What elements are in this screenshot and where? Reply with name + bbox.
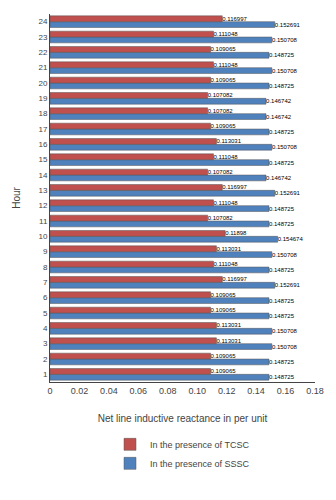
svg-text:0.12: 0.12 (218, 386, 236, 396)
svg-text:In the presence of TCSC: In the presence of TCSC (150, 440, 249, 450)
svg-text:0.148725: 0.148725 (269, 206, 295, 212)
svg-text:0.148725: 0.148725 (269, 298, 295, 304)
svg-text:0.150708: 0.150708 (272, 37, 298, 43)
svg-text:0.146742: 0.146742 (266, 175, 292, 181)
svg-text:0.116997: 0.116997 (222, 184, 247, 190)
svg-text:0.148725: 0.148725 (269, 313, 295, 319)
svg-text:0.107082: 0.107082 (208, 169, 234, 175)
svg-text:0.111048: 0.111048 (213, 200, 238, 206)
svg-text:0.109065: 0.109065 (211, 307, 237, 313)
svg-text:0.150708: 0.150708 (272, 68, 298, 74)
svg-text:0.152691: 0.152691 (275, 190, 301, 196)
svg-text:0.146742: 0.146742 (266, 114, 292, 120)
svg-text:4: 4 (43, 324, 48, 333)
svg-text:22: 22 (38, 48, 47, 57)
svg-text:19: 19 (38, 94, 47, 103)
svg-text:0.150708: 0.150708 (272, 252, 298, 258)
svg-text:8: 8 (43, 263, 48, 272)
svg-text:0.109065: 0.109065 (211, 77, 237, 83)
svg-text:0.113031: 0.113031 (216, 246, 241, 252)
svg-text:0.113031: 0.113031 (216, 322, 241, 328)
svg-text:0.109065: 0.109065 (211, 368, 237, 374)
svg-text:0.148725: 0.148725 (269, 359, 295, 365)
svg-text:14: 14 (38, 171, 47, 180)
svg-text:7: 7 (43, 278, 48, 287)
svg-text:6: 6 (43, 293, 48, 302)
svg-text:0.148725: 0.148725 (269, 83, 295, 89)
svg-text:24: 24 (38, 17, 47, 26)
svg-text:0.10: 0.10 (188, 386, 206, 396)
svg-text:Hour: Hour (11, 186, 22, 208)
svg-text:0.109065: 0.109065 (211, 123, 237, 129)
svg-text:Net line inductive reactance i: Net line inductive reactance in per unit (98, 413, 268, 424)
svg-text:0: 0 (47, 386, 52, 396)
svg-text:15: 15 (38, 155, 47, 164)
svg-text:18: 18 (38, 109, 47, 118)
svg-text:0.107082: 0.107082 (208, 108, 234, 114)
svg-text:21: 21 (38, 63, 47, 72)
svg-text:0.148725: 0.148725 (269, 221, 295, 227)
svg-text:0.154674: 0.154674 (278, 236, 304, 242)
svg-text:0.152691: 0.152691 (275, 22, 301, 28)
svg-text:0.148725: 0.148725 (269, 374, 295, 380)
svg-text:0.148725: 0.148725 (269, 160, 295, 166)
svg-text:13: 13 (38, 186, 47, 195)
svg-text:12: 12 (38, 201, 47, 210)
svg-text:0.150708: 0.150708 (272, 328, 298, 334)
svg-text:0.116997: 0.116997 (222, 16, 247, 22)
svg-text:0.06: 0.06 (130, 386, 148, 396)
svg-text:0.148725: 0.148725 (269, 267, 295, 273)
svg-text:10: 10 (38, 232, 47, 241)
svg-text:5: 5 (43, 309, 48, 318)
svg-text:11: 11 (39, 217, 48, 226)
svg-text:17: 17 (38, 125, 47, 134)
svg-text:0.107082: 0.107082 (208, 92, 234, 98)
svg-text:0.152691: 0.152691 (275, 282, 301, 288)
svg-text:23: 23 (38, 33, 47, 42)
svg-text:0.111048: 0.111048 (213, 31, 238, 37)
svg-text:0.150708: 0.150708 (272, 144, 298, 150)
svg-text:In the presence of SSSC: In the presence of SSSC (150, 459, 250, 469)
svg-text:0.02: 0.02 (71, 386, 89, 396)
svg-text:0.148725: 0.148725 (269, 129, 295, 135)
svg-text:0.146742: 0.146742 (266, 98, 292, 104)
svg-text:3: 3 (43, 339, 48, 348)
svg-text:0.16: 0.16 (277, 386, 295, 396)
svg-text:0.107082: 0.107082 (208, 215, 234, 221)
svg-text:0.111048: 0.111048 (213, 62, 238, 68)
svg-text:0.113031: 0.113031 (216, 338, 241, 344)
svg-text:0.18: 0.18 (306, 386, 324, 396)
svg-text:0.150708: 0.150708 (272, 344, 298, 350)
svg-text:2: 2 (43, 355, 48, 364)
svg-text:0.04: 0.04 (100, 386, 118, 396)
svg-text:9: 9 (43, 247, 48, 256)
svg-text:0.08: 0.08 (159, 386, 177, 396)
svg-text:16: 16 (38, 140, 47, 149)
svg-text:0.109065: 0.109065 (211, 292, 237, 298)
svg-text:0.14: 0.14 (247, 386, 265, 396)
svg-text:0.109065: 0.109065 (211, 46, 237, 52)
svg-text:0.113031: 0.113031 (216, 138, 241, 144)
svg-text:20: 20 (38, 79, 47, 88)
svg-text:0.111048: 0.111048 (213, 261, 238, 267)
svg-text:0.148725: 0.148725 (269, 52, 295, 58)
svg-text:1: 1 (43, 370, 48, 379)
svg-text:0.116997: 0.116997 (222, 276, 247, 282)
svg-text:0.111048: 0.111048 (213, 154, 238, 160)
svg-text:0.11898: 0.11898 (225, 230, 247, 236)
svg-text:0.109065: 0.109065 (211, 353, 237, 359)
